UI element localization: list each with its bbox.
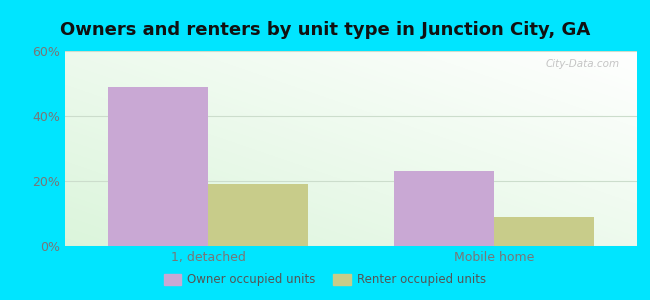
Bar <box>108 87 208 246</box>
Text: City-Data.com: City-Data.com <box>546 59 620 69</box>
Bar <box>494 217 594 246</box>
Legend: Owner occupied units, Renter occupied units: Owner occupied units, Renter occupied un… <box>159 269 491 291</box>
Bar <box>208 184 308 246</box>
Bar <box>394 171 494 246</box>
Text: Owners and renters by unit type in Junction City, GA: Owners and renters by unit type in Junct… <box>60 21 590 39</box>
